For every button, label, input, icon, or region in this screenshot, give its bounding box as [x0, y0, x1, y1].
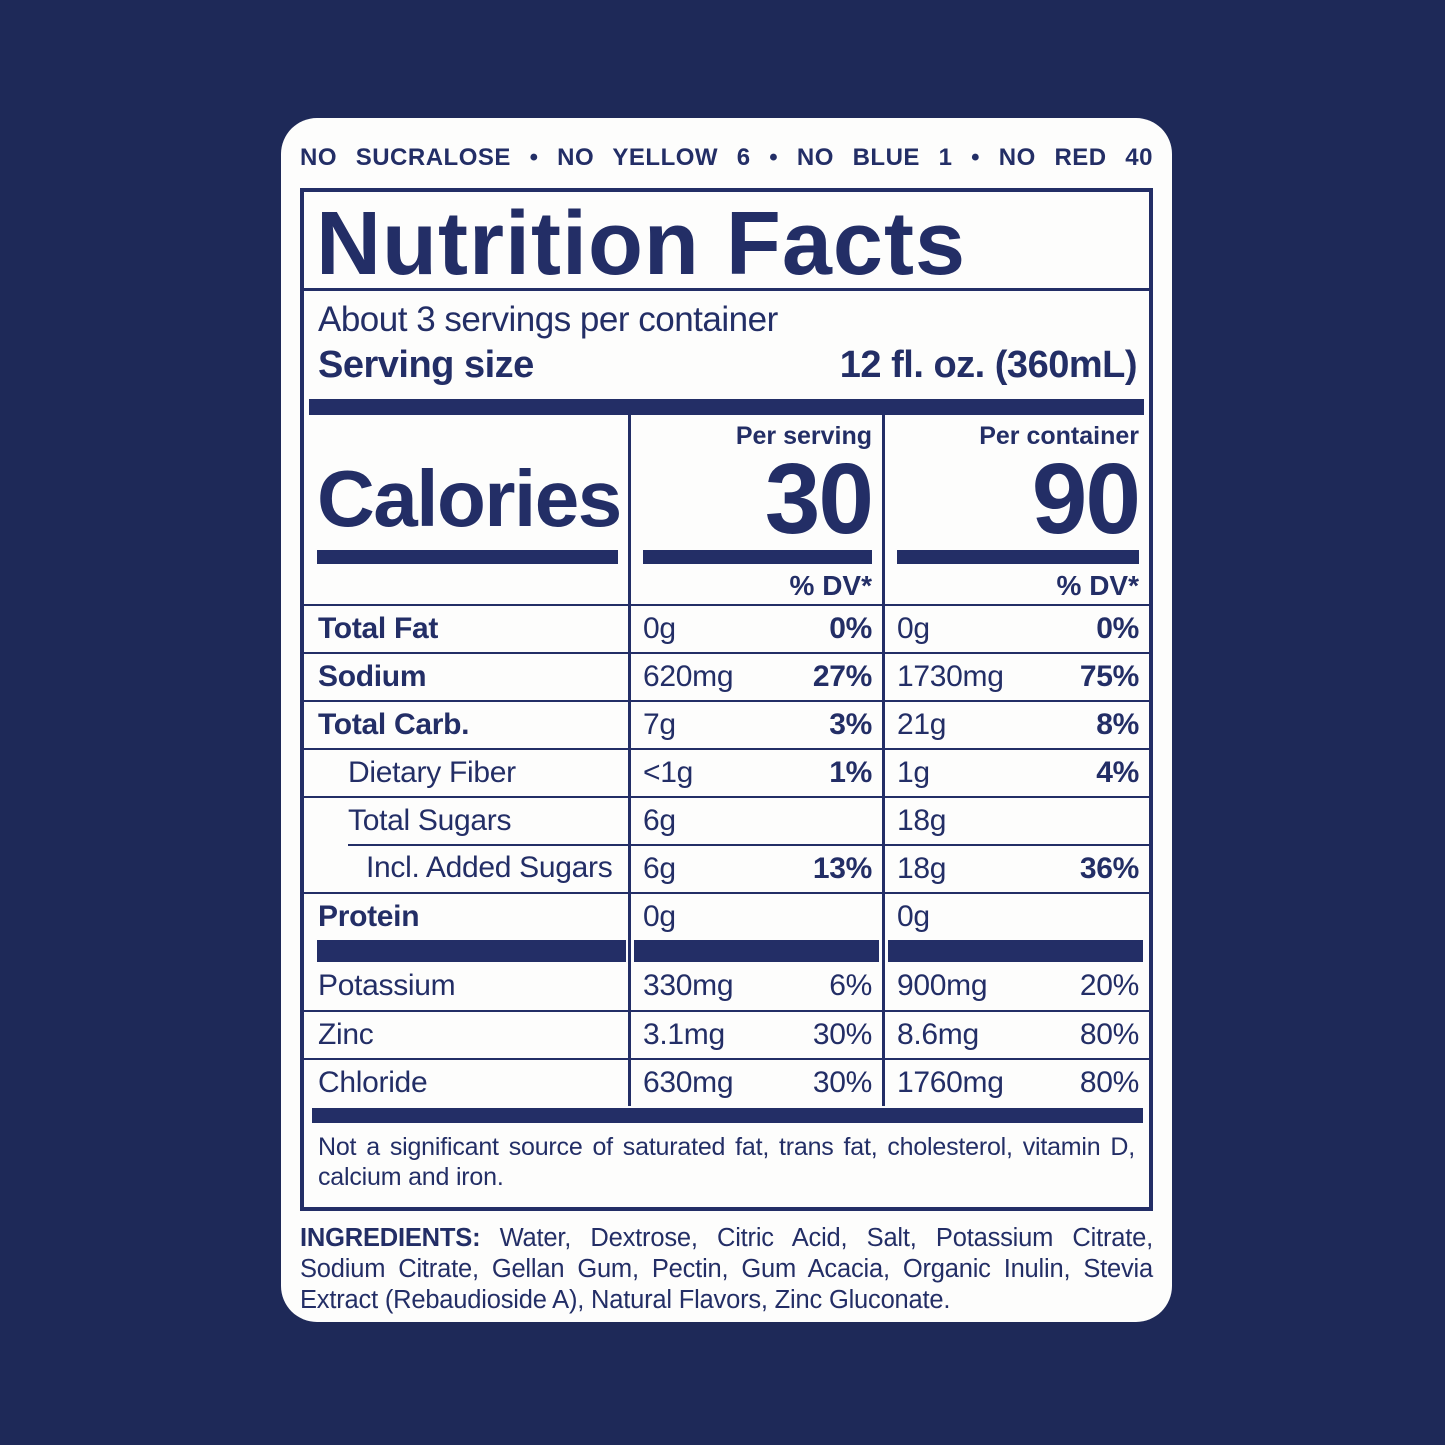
ingredients-paragraph: INGREDIENTS: Water, Dextrose, Citric Aci…	[300, 1223, 1153, 1316]
nutrition-facts-title: Nutrition Facts	[304, 192, 1149, 291]
calories-section: Calories Per serving 30 % DV* Per contai…	[304, 415, 1149, 604]
servings-per-container: About 3 servings per container	[318, 300, 778, 339]
claims-banner: NO SUCRALOSE • NO YELLOW 6 • NO BLUE 1 •…	[300, 144, 1153, 171]
nutrient-row-sodium: Sodium 620mg 27% 1730mg 75%	[304, 652, 1149, 700]
serving-size-label: Serving size	[318, 344, 534, 386]
nutrition-facts-label-card: NO SUCRALOSE • NO YELLOW 6 • NO BLUE 1 •…	[281, 118, 1172, 1322]
nutrient-row-dietary-fiber: Dietary Fiber <1g 1% 1g 4%	[304, 748, 1149, 796]
ingredients-text: Water, Dextrose, Citric Acid, Salt, Pota…	[300, 1224, 1154, 1314]
serving-size-row: Serving size 12 fl. oz. (360mL)	[304, 341, 1149, 397]
per-serving-column: Per serving 30 % DV*	[628, 415, 882, 604]
nutrient-row-added-sugars: Incl. Added Sugars 6g 13% 18g 36%	[304, 844, 1149, 892]
nutrient-row-total-sugars: Total Sugars 6g 18g	[304, 796, 1149, 844]
nutrition-facts-panel: Nutrition Facts About 3 servings per con…	[300, 188, 1153, 1211]
calories-per-container-value: 90	[1031, 443, 1141, 555]
nutrient-row-total-fat: Total Fat 0g 0% 0g 0%	[304, 604, 1149, 652]
per-serving-underline-bar	[643, 550, 872, 564]
serving-size-value: 12 fl. oz. (360mL)	[839, 344, 1138, 386]
per-container-dv-header: % DV*	[1056, 570, 1139, 601]
calories-per-serving-value: 30	[764, 443, 874, 555]
nutrient-row-total-carb: Total Carb. 7g 3% 21g 8%	[304, 700, 1149, 748]
bottom-thick-bar	[312, 1108, 1143, 1123]
ingredients-label: INGREDIENTS:	[300, 1224, 481, 1252]
per-container-underline-bar	[897, 550, 1139, 564]
mineral-row-chloride: Chloride 630mg 30% 1760mg 80%	[304, 1058, 1149, 1106]
per-serving-header: Per serving	[735, 422, 872, 450]
calories-label-column: Calories	[304, 415, 628, 604]
nutrient-row-protein: Protein 0g 0g	[304, 892, 1149, 940]
per-container-header: Per container	[979, 422, 1139, 450]
mineral-row-potassium: Potassium 330mg 6% 900mg 20%	[304, 962, 1149, 1010]
calories-underline-bar	[317, 550, 618, 564]
per-container-column: Per container 90 % DV*	[882, 415, 1149, 604]
calories-label: Calories	[317, 454, 622, 543]
thick-divider-bar	[309, 399, 1144, 415]
section-divider-bar	[304, 940, 1149, 962]
mineral-row-zinc: Zinc 3.1mg 30% 8.6mg 80%	[304, 1010, 1149, 1058]
per-serving-dv-header: % DV*	[789, 570, 872, 601]
footnote-text: Not a significant source of saturated fa…	[318, 1133, 1135, 1191]
